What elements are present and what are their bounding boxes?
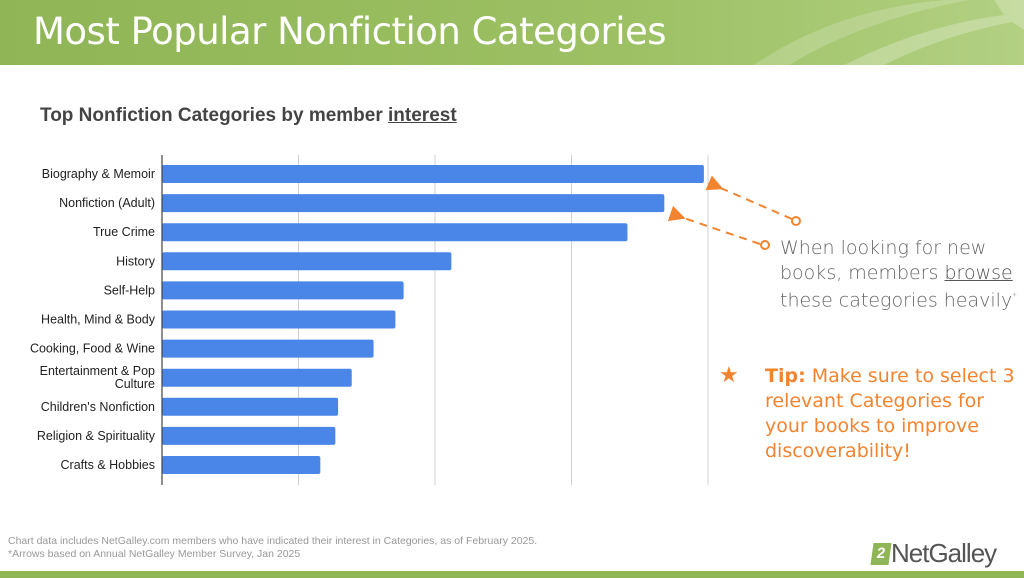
netgalley-logo: 2 NetGalley — [870, 538, 997, 569]
bar — [162, 252, 452, 271]
bar — [162, 397, 339, 416]
footnote: Chart data includes NetGalley.com member… — [8, 535, 537, 561]
decorative-arrows-icon — [754, 0, 1024, 65]
star-icon: ★ — [719, 362, 739, 387]
tip-label: Tip: — [765, 365, 806, 387]
category-label: Entertainment & Pop Culture — [40, 364, 155, 391]
bar — [162, 165, 704, 183]
category-label: Children's Nonfiction — [41, 400, 155, 414]
bar — [162, 281, 404, 300]
header-banner: Most Popular Nonfiction Categories — [0, 0, 1024, 65]
category-label: True Crime — [93, 225, 155, 239]
category-label: Self-Help — [104, 283, 155, 297]
annotation-text-2: these categories heavily — [780, 289, 1013, 312]
footnote-line-1: Chart data includes NetGalley.com member… — [8, 535, 538, 547]
chart-title: Top Nonfiction Categories by member inte… — [40, 105, 457, 127]
tip-body: Make sure to select 3 relevant Categorie… — [765, 365, 1015, 462]
annotation-text: When looking for new books, members — [780, 237, 987, 284]
category-label: Crafts & Hobbies — [61, 458, 155, 472]
category-label: Biography & Memoir — [42, 167, 155, 181]
bottom-bar — [0, 571, 1024, 578]
bar — [162, 426, 336, 445]
bar-chart: Biography & Memoir Nonfiction (Adult) True… — [30, 155, 801, 485]
bar — [162, 339, 374, 358]
arrow-origin-icon — [760, 240, 770, 250]
category-label: Nonfiction (Adult) — [59, 196, 155, 210]
annotation-footnote-mark: * — [1012, 292, 1017, 302]
browse-annotation: When looking for new books, members brow… — [780, 236, 1020, 313]
category-label: Religion & Spirituality — [37, 429, 156, 443]
bar — [162, 456, 321, 474]
footnote-line-2: *Arrows based on Annual NetGalley Member… — [8, 548, 301, 560]
page-title: Most Popular Nonfiction Categories — [33, 10, 667, 53]
chart-title-text: Top Nonfiction Categories by member — [40, 105, 389, 126]
logo-mark-icon: 2 — [870, 542, 892, 565]
category-label: Health, Mind & Body — [41, 313, 156, 327]
arrow-origin-icon — [791, 216, 801, 226]
bar — [162, 223, 628, 242]
bar — [162, 310, 396, 329]
arrow-to-biography — [705, 175, 793, 220]
category-label: Cooking, Food & Wine — [30, 342, 155, 356]
bar — [162, 368, 352, 387]
bar — [162, 194, 665, 213]
category-label: History — [116, 254, 156, 268]
logo-text: NetGalley — [891, 538, 997, 568]
annotation-underlined: browse — [944, 261, 1013, 284]
chart-title-underlined: interest — [388, 105, 457, 126]
arrow-to-nonfiction — [667, 205, 761, 245]
tip-text: Tip: Make sure to select 3 relevant Cate… — [765, 364, 1015, 464]
